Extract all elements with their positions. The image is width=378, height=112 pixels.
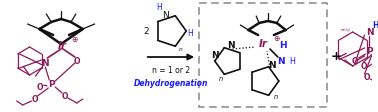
Text: H: H [187, 29, 193, 38]
Text: O: O [360, 62, 367, 71]
Text: Ir: Ir [57, 41, 67, 51]
Text: O: O [74, 57, 80, 66]
Text: N: N [211, 51, 218, 60]
Text: N: N [42, 58, 49, 67]
Text: O: O [36, 83, 43, 92]
Text: H: H [372, 20, 378, 29]
Text: ⊕: ⊕ [72, 35, 78, 44]
Text: n = 1 or 2: n = 1 or 2 [152, 66, 191, 75]
Text: Dehydrogenation: Dehydrogenation [134, 79, 209, 88]
Text: O: O [352, 57, 358, 66]
Text: ⊕: ⊕ [274, 34, 280, 43]
Text: n: n [218, 75, 223, 81]
Text: methyl: methyl [341, 28, 351, 32]
Text: 2: 2 [143, 27, 149, 36]
Text: n: n [178, 47, 182, 52]
Text: P: P [366, 47, 373, 56]
Text: +: + [330, 50, 341, 63]
Text: N: N [277, 57, 285, 66]
Text: H: H [290, 57, 296, 66]
Text: N: N [162, 10, 169, 19]
Text: H: H [156, 2, 161, 11]
Text: O: O [62, 92, 68, 101]
Text: O: O [31, 95, 38, 104]
Text: H: H [279, 41, 287, 50]
Text: N: N [366, 28, 373, 37]
Text: O: O [363, 73, 370, 82]
Text: Ir: Ir [259, 39, 268, 49]
Text: N: N [227, 41, 234, 50]
Text: N: N [268, 61, 276, 70]
Text: n: n [274, 93, 278, 99]
Text: P: P [48, 80, 54, 89]
